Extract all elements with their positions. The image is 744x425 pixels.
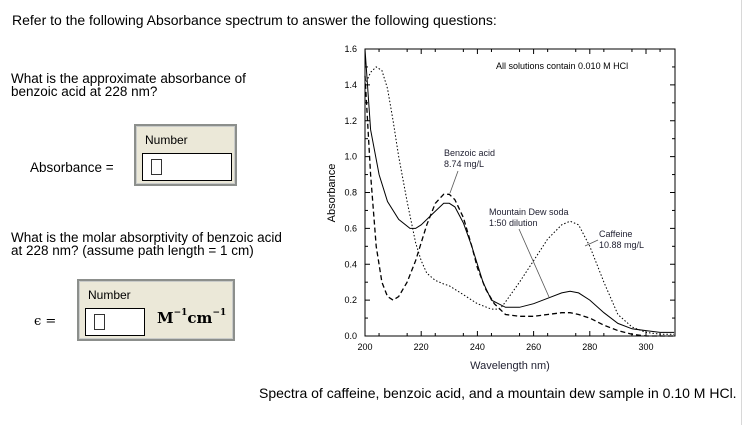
question-1: What is the approximate absorbance of be… <box>11 71 246 99</box>
series-dotted <box>364 66 675 335</box>
y-axis-label: Absorbance <box>326 164 338 223</box>
absorbance-input[interactable] <box>142 153 232 181</box>
y-tick-label: 1.2 <box>344 116 357 126</box>
empty-entry-placeholder <box>151 159 162 175</box>
chart-annotations: All solutions contain 0.010 M HCl Benzoic… <box>444 61 644 298</box>
question-2-line2: at 228 nm? (assume path length = 1 cm) <box>11 243 254 258</box>
x-tick-label: 220 <box>414 342 429 352</box>
x-tick-label: 260 <box>526 342 541 352</box>
units-label: M−1cm−1 <box>157 308 227 327</box>
question-2: What is the molar absorptivity of benzoi… <box>11 230 282 258</box>
series-dashed <box>364 75 675 337</box>
y-tick-label: 0.0 <box>344 331 357 341</box>
empty-entry-placeholder <box>94 314 105 330</box>
page-edge-divider <box>741 0 742 425</box>
caffeine-label: Caffeine <box>599 229 632 239</box>
absorbance-label: Absorbance = <box>30 160 114 175</box>
chart-series <box>364 48 675 337</box>
y-tick-label: 0.6 <box>344 223 357 233</box>
absorbance-number-box: Number <box>134 124 237 186</box>
number-box-title: Number <box>145 133 188 147</box>
x-axis-label: Wavelength nm) <box>470 360 550 372</box>
x-tick-label: 300 <box>638 342 653 352</box>
svg-text:10.88 mg/L: 10.88 mg/L <box>599 240 644 250</box>
figure-caption: Spectra of caffeine, benzoic acid, and a… <box>259 385 737 401</box>
y-tick-label: 0.2 <box>344 295 357 305</box>
mountain-dew-label: Mountain Dew soda <box>489 207 569 217</box>
y-tick-label: 0.8 <box>344 188 357 198</box>
y-tick-label: 0.4 <box>344 259 357 269</box>
molar-absorptivity-input[interactable] <box>85 308 145 336</box>
chart-note: All solutions contain 0.010 M HCl <box>496 61 628 71</box>
y-tick-label: 1.0 <box>344 152 357 162</box>
x-tick-label: 200 <box>357 342 372 352</box>
question-2-line1: What is the molar absorptivity of benzoi… <box>11 230 282 245</box>
question-1-line1: What is the approximate absorbance of <box>11 71 246 86</box>
plot-frame: 200 220 240 260 280 300 0.0 0.2 0.4 0.6 0.8 1.0 1.2 1… <box>326 44 676 372</box>
epsilon-label: ϵ = <box>34 314 57 329</box>
x-tick-label: 240 <box>470 342 485 352</box>
svg-text:8.74 mg/L: 8.74 mg/L <box>444 159 484 169</box>
molar-absorptivity-number-box: Number M−1cm−1 <box>77 279 235 341</box>
intro-text: Refer to the following Absorbance spectr… <box>12 12 497 28</box>
x-tick-label: 280 <box>582 342 597 352</box>
benzoic-acid-label: Benzoic acid <box>444 148 495 158</box>
y-tick-label: 1.6 <box>344 44 357 54</box>
series-solid <box>364 48 675 333</box>
y-tick-label: 1.4 <box>344 80 357 90</box>
number-box-title: Number <box>88 288 131 302</box>
svg-text:1:50 dilution: 1:50 dilution <box>489 218 538 228</box>
question-1-line2: benzoic acid at 228 nm? <box>11 84 158 99</box>
